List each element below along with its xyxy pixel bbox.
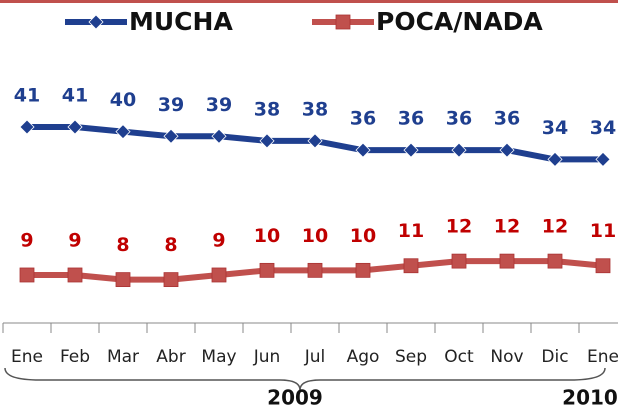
data-label: 34 — [542, 117, 568, 139]
marker — [163, 128, 179, 144]
data-label: 9 — [212, 229, 225, 251]
data-label: 41 — [14, 85, 40, 107]
x-tick-label: Dic — [541, 347, 568, 367]
marker — [499, 142, 515, 158]
legend-swatch — [335, 14, 351, 30]
marker — [595, 151, 611, 167]
marker — [547, 253, 563, 269]
marker — [19, 119, 35, 135]
x-tick-label: Mar — [107, 347, 139, 367]
data-label: 36 — [494, 108, 520, 130]
data-label: 36 — [398, 108, 424, 130]
marker — [211, 128, 227, 144]
legend-label: POCA/NADA — [376, 7, 543, 36]
data-label: 39 — [158, 94, 184, 116]
x-tick-label: Jul — [304, 347, 326, 367]
marker — [19, 267, 35, 283]
marker — [403, 142, 419, 158]
data-label: 38 — [302, 98, 328, 120]
x-tick-label: Oct — [444, 347, 474, 367]
marker — [259, 262, 275, 278]
marker — [115, 272, 131, 288]
x-tick-label: May — [201, 347, 236, 367]
data-label: 34 — [590, 117, 616, 139]
data-label: 10 — [302, 225, 328, 247]
year-label: 2010 — [562, 386, 618, 410]
legend-swatch — [88, 14, 104, 30]
data-label: 9 — [20, 229, 33, 251]
marker — [403, 258, 419, 274]
data-label: 8 — [164, 234, 177, 256]
data-label: 8 — [116, 234, 129, 256]
data-label: 36 — [446, 108, 472, 130]
marker — [163, 272, 179, 288]
data-label: 10 — [350, 225, 376, 247]
legend-label: MUCHA — [129, 7, 233, 36]
x-tick-label: Abr — [156, 347, 185, 367]
data-label: 11 — [398, 220, 424, 242]
data-label: 38 — [254, 98, 280, 120]
data-label: 39 — [206, 94, 232, 116]
year-label: 2009 — [267, 386, 323, 410]
data-label: 10 — [254, 225, 280, 247]
marker — [307, 133, 323, 149]
x-tick-label: Nov — [490, 347, 523, 367]
data-label: 12 — [542, 216, 568, 238]
x-tick-label: Ene — [587, 347, 618, 367]
marker — [451, 142, 467, 158]
marker — [211, 267, 227, 283]
x-tick-label: Jun — [253, 347, 281, 367]
marker — [499, 253, 515, 269]
top-rule — [0, 0, 618, 3]
data-label: 41 — [62, 85, 88, 107]
marker — [307, 262, 323, 278]
marker — [595, 258, 611, 274]
x-tick-label: Feb — [60, 347, 90, 367]
data-label: 9 — [68, 229, 81, 251]
x-tick-label: Ene — [11, 347, 43, 367]
marker — [115, 124, 131, 140]
data-label: 12 — [494, 216, 520, 238]
marker — [259, 133, 275, 149]
x-tick-label: Sep — [395, 347, 427, 367]
data-label: 36 — [350, 108, 376, 130]
x-tick-label: Ago — [347, 347, 380, 367]
marker — [67, 119, 83, 135]
marker — [547, 151, 563, 167]
marker — [355, 262, 371, 278]
data-label: 40 — [110, 89, 136, 111]
marker — [451, 253, 467, 269]
data-label: 12 — [446, 216, 472, 238]
data-label: 11 — [590, 220, 616, 242]
year-brace — [4, 367, 606, 391]
marker — [355, 142, 371, 158]
marker — [67, 267, 83, 283]
